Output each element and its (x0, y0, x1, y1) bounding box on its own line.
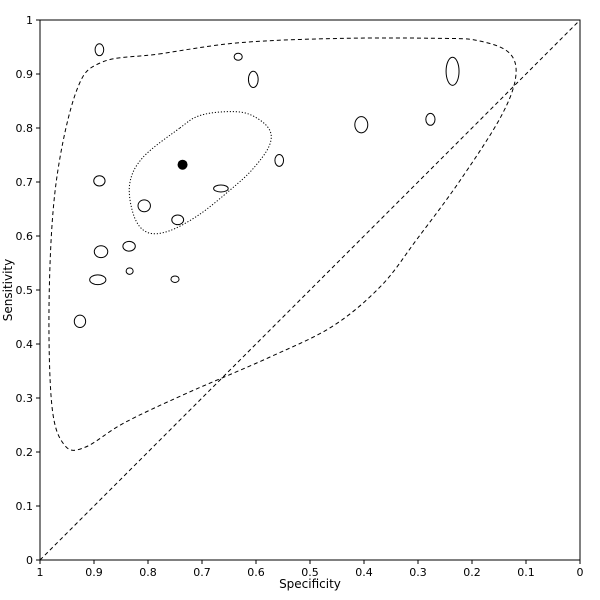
study-point (73, 314, 87, 329)
x-tick-label: 0.5 (301, 566, 319, 579)
confidence-region (128, 111, 272, 235)
study-points (73, 43, 460, 329)
x-tick-label: 0.4 (355, 566, 373, 579)
study-point (445, 56, 460, 86)
x-tick-label: 0.8 (139, 566, 157, 579)
prediction-region (48, 37, 517, 451)
y-tick-label: 1 (26, 14, 33, 27)
study-point (93, 175, 106, 187)
x-tick-label: 0 (577, 566, 584, 579)
x-tick-label: 0.3 (409, 566, 427, 579)
y-axis-title: Sensitivity (1, 259, 15, 321)
x-tick-label: 0.1 (517, 566, 535, 579)
study-point (89, 274, 107, 286)
summary-point (177, 159, 188, 170)
study-point (213, 184, 229, 193)
y-tick-label: 0.9 (16, 68, 34, 81)
y-tick-label: 0.1 (16, 500, 34, 513)
y-tick-label: 0.4 (16, 338, 34, 351)
y-tick-label: 0.8 (16, 122, 34, 135)
y-tick-label: 0.7 (16, 176, 34, 189)
x-tick-label: 0.9 (85, 566, 103, 579)
study-point (93, 245, 109, 259)
study-point (233, 52, 243, 61)
y-tick-label: 0.2 (16, 446, 34, 459)
axes (39, 19, 581, 561)
reference-diagonal-line (39, 19, 581, 561)
study-point (171, 214, 185, 226)
x-tick-label: 1 (37, 566, 44, 579)
x-tick-label: 0.7 (193, 566, 211, 579)
study-point (94, 43, 105, 57)
y-tick-label: 0.6 (16, 230, 34, 243)
ticks: 1 0.9 0.8 0.7 0.6 0.5 0.4 0.3 0.2 0.1 0 0 0.1 0.2 0.3 0… (16, 14, 584, 579)
study-point (247, 70, 259, 89)
regions (48, 37, 517, 451)
y-tick-label: 0 (26, 554, 33, 567)
study-point (125, 267, 134, 275)
study-point (122, 240, 136, 252)
study-point (354, 116, 369, 134)
x-tick-label: 0.2 (463, 566, 481, 579)
study-point (425, 112, 436, 126)
x-tick-label: 0.6 (247, 566, 265, 579)
study-point (137, 199, 151, 213)
x-axis-title: Specificity (279, 577, 341, 591)
y-tick-label: 0.5 (16, 284, 34, 297)
study-point (170, 275, 180, 283)
y-tick-label: 0.3 (16, 392, 34, 405)
study-point (274, 153, 285, 167)
